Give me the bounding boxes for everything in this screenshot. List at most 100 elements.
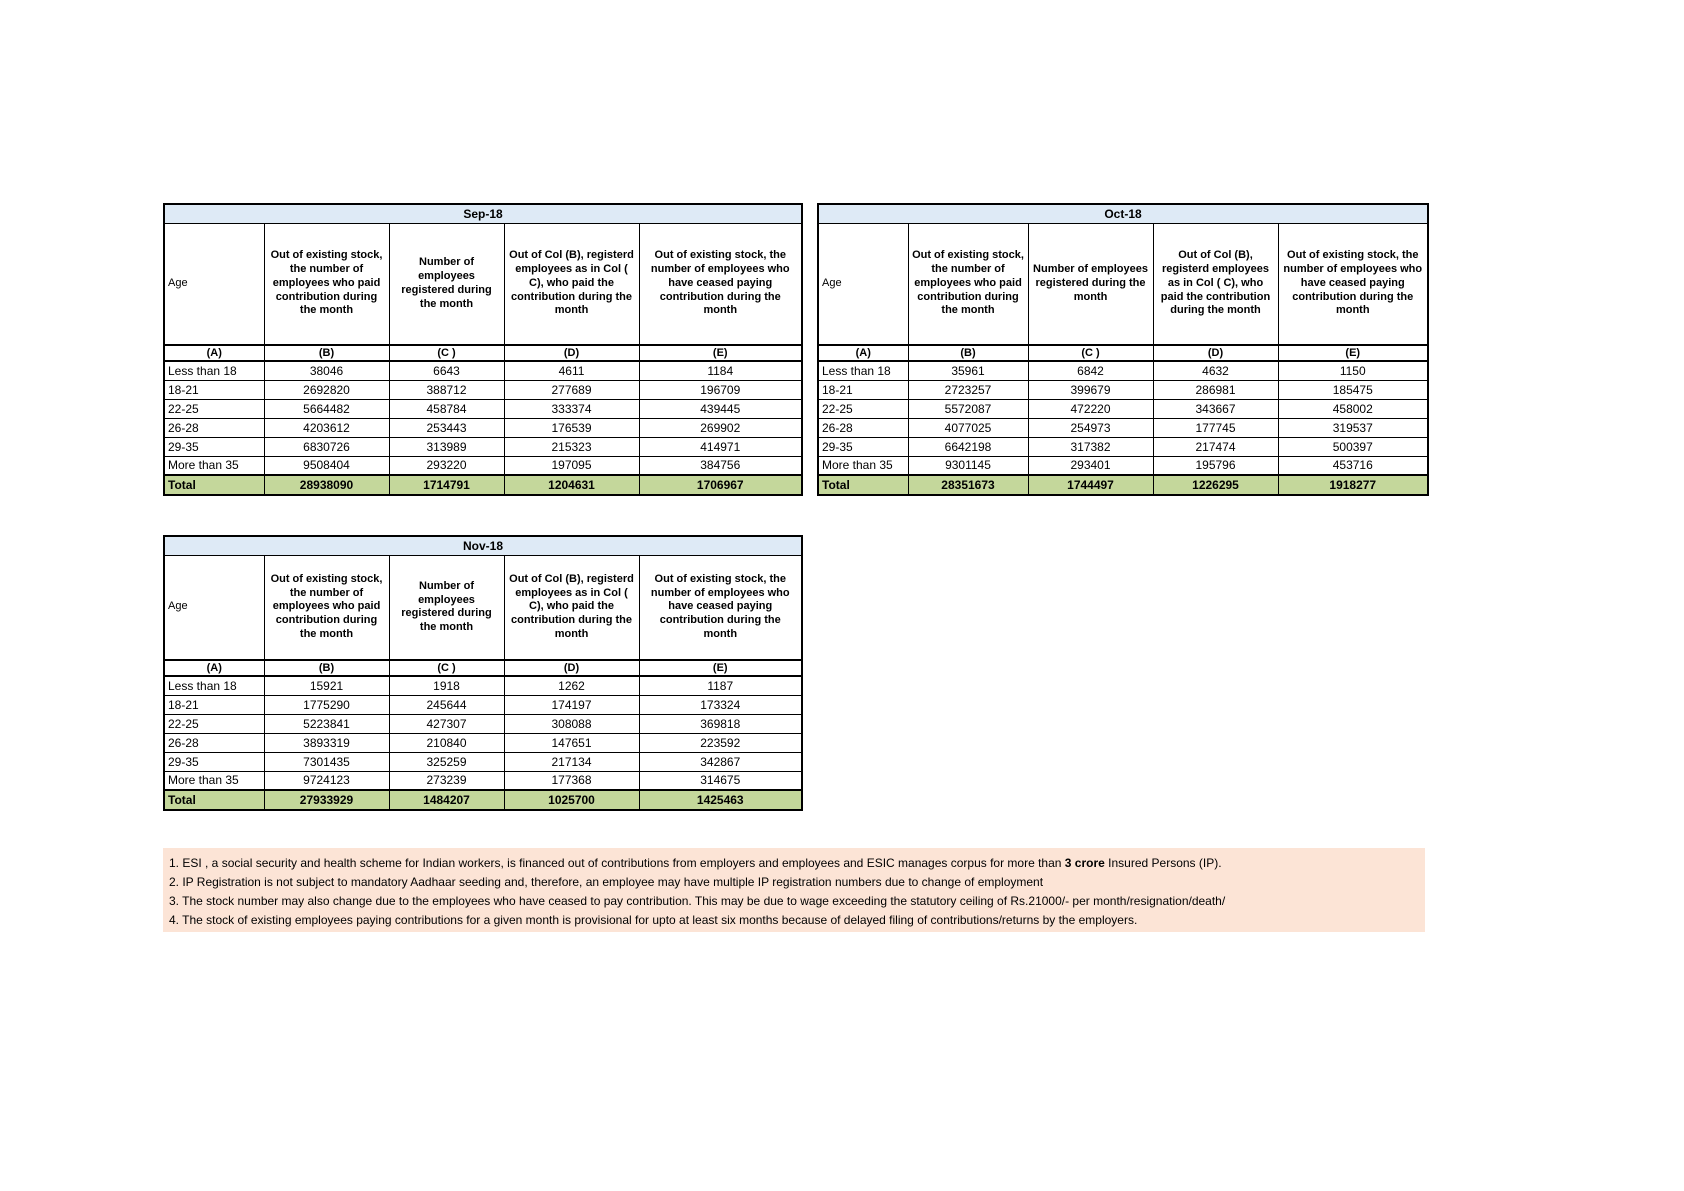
value-cell: 5664482 <box>263 398 390 419</box>
value-cell: 1775290 <box>263 694 390 715</box>
column-header-e: Out of existing stock, the number of emp… <box>638 554 803 661</box>
age-group-label: 22-25 <box>163 398 265 419</box>
value-cell: 308088 <box>503 713 640 734</box>
column-letter-label: (D) <box>1152 344 1279 362</box>
value-cell: 269902 <box>638 417 803 438</box>
total-label: Total <box>163 789 265 811</box>
value-cell: 458002 <box>1277 398 1429 419</box>
table-row: 26-28 4203612 253443 176539 269902 <box>163 417 803 438</box>
table-row: 22-25 5572087 472220 343667 458002 <box>817 398 1429 419</box>
age-group-label: 29-35 <box>163 436 265 457</box>
table-row: 29-35 7301435 325259 217134 342867 <box>163 751 803 772</box>
table-row: Less than 18 38046 6643 4611 1184 <box>163 360 803 381</box>
value-cell: 7301435 <box>263 751 390 772</box>
column-header-b: Out of existing stock, the number of emp… <box>907 222 1029 346</box>
column-letter-label: (E) <box>638 344 803 362</box>
total-value-cell: 28351673 <box>907 474 1029 496</box>
value-cell: 177368 <box>503 770 640 791</box>
column-header-c: Number of employees registered during th… <box>388 554 505 661</box>
value-cell: 388712 <box>388 379 505 400</box>
value-cell: 333374 <box>503 398 640 419</box>
age-group-label: 26-28 <box>817 417 909 438</box>
age-group-label: 29-35 <box>163 751 265 772</box>
table-container-nov-18: Nov-18 Age Out of existing stock, the numb… <box>163 535 803 811</box>
month-title: Sep-18 <box>163 203 803 224</box>
value-cell: 9508404 <box>263 455 390 476</box>
value-cell: 35961 <box>907 360 1029 381</box>
value-cell: 439445 <box>638 398 803 419</box>
value-cell: 217474 <box>1152 436 1279 457</box>
column-header-age: Age <box>163 222 265 346</box>
value-cell: 286981 <box>1152 379 1279 400</box>
footnote-text: Insured Persons (IP). <box>1104 856 1222 870</box>
total-value-cell: 1744497 <box>1027 474 1154 496</box>
value-cell: 399679 <box>1027 379 1154 400</box>
footnote-text: 3 crore <box>1064 856 1105 870</box>
total-value-cell: 27933929 <box>263 789 390 811</box>
footnote-line: 4. The stock of existing employees payin… <box>169 911 1417 930</box>
table-row: 18-21 2692820 388712 277689 196709 <box>163 379 803 400</box>
value-cell: 313989 <box>388 436 505 457</box>
total-label: Total <box>817 474 909 496</box>
footnote-line: 3. The stock number may also change due … <box>169 892 1417 911</box>
value-cell: 453716 <box>1277 455 1429 476</box>
total-value-cell: 1425463 <box>638 789 803 811</box>
column-letter-label: (C ) <box>388 344 505 362</box>
table-row: 18-21 1775290 245644 174197 173324 <box>163 694 803 715</box>
age-group-label: More than 35 <box>163 455 265 476</box>
month-title: Oct-18 <box>817 203 1429 224</box>
footnote-text: 2. IP Registration is not subject to man… <box>169 875 1044 889</box>
table-container-sep-18: Sep-18 Age Out of existing stock, the numb… <box>163 203 803 496</box>
value-cell: 195796 <box>1152 455 1279 476</box>
footnote-text: 4. The stock of existing employees payin… <box>169 913 1138 927</box>
column-letter-label: (B) <box>263 659 390 677</box>
column-letter-label: (A) <box>163 659 265 677</box>
value-cell: 6842 <box>1027 360 1154 381</box>
table-row: More than 35 9508404 293220 197095 384756 <box>163 455 803 476</box>
value-cell: 196709 <box>638 379 803 400</box>
column-header-c: Number of employees registered during th… <box>1027 222 1154 346</box>
table-row: Less than 18 35961 6842 4632 1150 <box>817 360 1429 381</box>
age-group-label: 18-21 <box>163 694 265 715</box>
total-value-cell: 1484207 <box>388 789 505 811</box>
footnote-text: 3. The stock number may also change due … <box>169 894 1226 908</box>
table-row: 29-35 6642198 317382 217474 500397 <box>817 436 1429 457</box>
total-value-cell: 28938090 <box>263 474 390 496</box>
value-cell: 173324 <box>638 694 803 715</box>
value-cell: 197095 <box>503 455 640 476</box>
age-group-label: 22-25 <box>163 713 265 734</box>
value-cell: 4611 <box>503 360 640 381</box>
value-cell: 215323 <box>503 436 640 457</box>
age-group-label: 26-28 <box>163 732 265 753</box>
value-cell: 253443 <box>388 417 505 438</box>
column-header-d: Out of Col (B), registerd employees as i… <box>503 222 640 346</box>
age-group-label: More than 35 <box>817 455 909 476</box>
value-cell: 254973 <box>1027 417 1154 438</box>
column-letter-label: (D) <box>503 344 640 362</box>
footnote-line: 1. ESI , a social security and health sc… <box>169 854 1417 873</box>
value-cell: 6642198 <box>907 436 1029 457</box>
table-row: 22-25 5664482 458784 333374 439445 <box>163 398 803 419</box>
column-header-e: Out of existing stock, the number of emp… <box>638 222 803 346</box>
footnote-line: 2. IP Registration is not subject to man… <box>169 873 1417 892</box>
column-header-age: Age <box>163 554 265 661</box>
table-container-oct-18: Oct-18 Age Out of existing stock, the numb… <box>817 203 1429 496</box>
column-letter-label: (A) <box>817 344 909 362</box>
table-row: 18-21 2723257 399679 286981 185475 <box>817 379 1429 400</box>
value-cell: 6830726 <box>263 436 390 457</box>
column-letter-label: (B) <box>907 344 1029 362</box>
total-row: Total 27933929 1484207 1025700 1425463 <box>163 789 803 811</box>
table-row: 26-28 4077025 254973 177745 319537 <box>817 417 1429 438</box>
value-cell: 2692820 <box>263 379 390 400</box>
table-row: More than 35 9301145 293401 195796 453716 <box>817 455 1429 476</box>
total-value-cell: 1706967 <box>638 474 803 496</box>
table-row: 26-28 3893319 210840 147651 223592 <box>163 732 803 753</box>
column-header-e: Out of existing stock, the number of emp… <box>1277 222 1429 346</box>
value-cell: 174197 <box>503 694 640 715</box>
value-cell: 245644 <box>388 694 505 715</box>
column-letter-label: (B) <box>263 344 390 362</box>
value-cell: 1262 <box>503 675 640 696</box>
age-group-label: 18-21 <box>817 379 909 400</box>
total-row: Total 28351673 1744497 1226295 1918277 <box>817 474 1429 496</box>
